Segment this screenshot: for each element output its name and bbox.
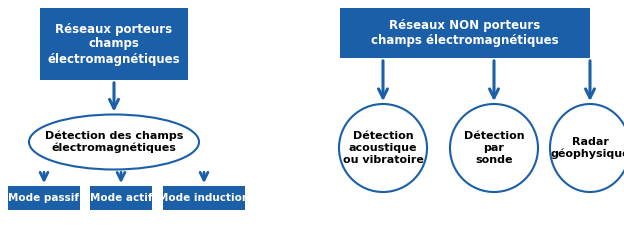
Ellipse shape bbox=[550, 104, 624, 192]
Text: Réseaux NON porteurs
champs électromagnétiques: Réseaux NON porteurs champs électromagné… bbox=[371, 19, 559, 47]
Text: Détection
acoustique
ou vibratoire: Détection acoustique ou vibratoire bbox=[343, 131, 424, 165]
Text: Radar
géophysique: Radar géophysique bbox=[550, 137, 624, 159]
FancyBboxPatch shape bbox=[340, 8, 590, 58]
Ellipse shape bbox=[450, 104, 538, 192]
Text: Mode induction: Mode induction bbox=[158, 193, 250, 203]
Ellipse shape bbox=[29, 114, 199, 169]
Text: Mode passif: Mode passif bbox=[9, 193, 79, 203]
FancyBboxPatch shape bbox=[40, 8, 188, 80]
Text: Réseaux porteurs
champs
électromagnétiques: Réseaux porteurs champs électromagnétiqu… bbox=[47, 22, 180, 65]
Text: Détection
par
sonde: Détection par sonde bbox=[464, 131, 524, 165]
FancyBboxPatch shape bbox=[163, 186, 245, 210]
Text: Détection des champs
électromagnétiques: Détection des champs électromagnétiques bbox=[45, 131, 183, 153]
Ellipse shape bbox=[339, 104, 427, 192]
Text: Mode actif: Mode actif bbox=[90, 193, 152, 203]
FancyBboxPatch shape bbox=[8, 186, 80, 210]
FancyBboxPatch shape bbox=[90, 186, 152, 210]
